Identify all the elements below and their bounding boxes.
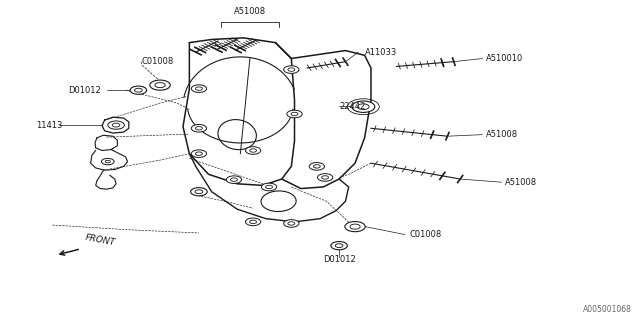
Text: A51008: A51008 [505, 178, 537, 187]
Text: D01012: D01012 [68, 86, 101, 95]
Text: A51008: A51008 [486, 130, 518, 139]
Text: C01008: C01008 [409, 230, 442, 239]
Circle shape [191, 124, 207, 132]
Circle shape [191, 85, 207, 92]
Circle shape [191, 188, 207, 196]
Circle shape [261, 183, 276, 191]
Circle shape [191, 150, 207, 157]
Circle shape [331, 242, 348, 250]
Text: A51008: A51008 [234, 7, 266, 16]
Circle shape [287, 110, 302, 118]
Text: D01012: D01012 [323, 255, 355, 264]
Text: C01008: C01008 [141, 57, 174, 66]
Circle shape [130, 86, 147, 94]
Text: FRONT: FRONT [84, 233, 116, 247]
Circle shape [150, 80, 170, 90]
Circle shape [101, 158, 114, 165]
Text: A005001068: A005001068 [584, 305, 632, 314]
Circle shape [246, 147, 260, 154]
Text: 22442: 22442 [339, 101, 365, 111]
Circle shape [246, 218, 260, 226]
Circle shape [317, 174, 333, 181]
Circle shape [284, 66, 299, 73]
Text: 11413: 11413 [36, 121, 63, 130]
Circle shape [345, 221, 365, 232]
Text: A11033: A11033 [365, 48, 397, 57]
Text: A510010: A510010 [486, 54, 523, 63]
Circle shape [352, 101, 375, 112]
Circle shape [108, 121, 124, 129]
Circle shape [309, 163, 324, 170]
Circle shape [227, 176, 242, 183]
Circle shape [284, 220, 299, 227]
